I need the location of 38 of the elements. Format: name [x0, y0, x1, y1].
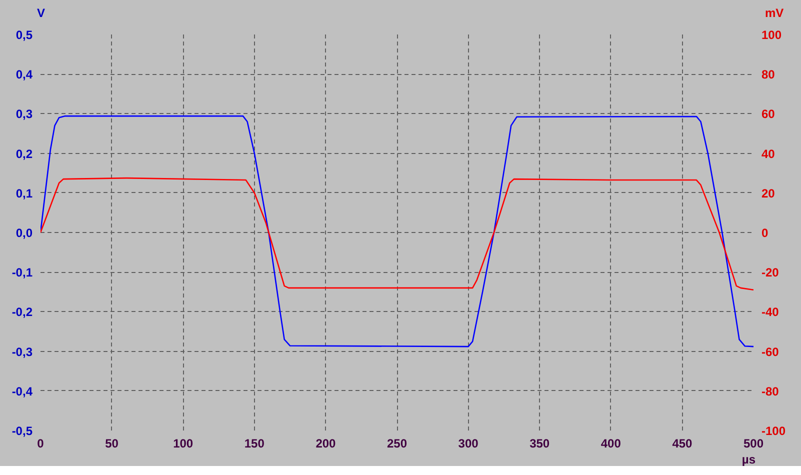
line-series — [40, 115, 754, 348]
x-tick-label: 300 — [458, 436, 479, 450]
y2-tick-label: -40 — [762, 305, 780, 320]
y-tick-label: -0,4 — [12, 384, 33, 398]
y-tick-label: 0,5 — [16, 28, 33, 42]
x-axis-title: µs — [742, 452, 756, 466]
x-tick-label: 0 — [37, 436, 44, 450]
y-axis-title: V — [36, 5, 45, 22]
y2-axis-title: mV — [765, 5, 784, 22]
y2-tick-label: 0 — [762, 226, 768, 240]
y2-tick-label: 40 — [762, 146, 776, 161]
x-tick-label: 500 — [743, 436, 764, 450]
y-tick-label: 0,3 — [16, 107, 33, 122]
x-tick-label: 150 — [244, 436, 265, 450]
y2-tick-label: 60 — [762, 107, 776, 122]
line-series — [40, 177, 754, 291]
y2-tick-label: 80 — [762, 68, 776, 82]
y2-tick-label: -80 — [762, 384, 780, 398]
y-tick-label: -0,5 — [12, 424, 33, 438]
y-tick-label: 0,1 — [16, 186, 33, 200]
y-tick-label: -0,1 — [12, 266, 33, 280]
y-tick-label: 0,2 — [16, 146, 33, 161]
y2-tick-label: -60 — [762, 344, 780, 359]
x-tick-label: 450 — [672, 436, 693, 450]
y-tick-label: -0,3 — [12, 344, 33, 359]
x-tick-label: 400 — [600, 436, 622, 450]
y2-tick-label: 100 — [762, 28, 782, 42]
x-tick-label: 250 — [386, 436, 408, 450]
x-tick-label: 200 — [316, 436, 336, 450]
x-tick-label: 100 — [173, 436, 194, 450]
y2-tick-label: -100 — [762, 424, 786, 438]
y-tick-label: -0,2 — [12, 305, 33, 320]
x-tick-label: 50 — [105, 436, 119, 450]
y2-tick-label: -20 — [762, 266, 780, 280]
y2-tick-label: 20 — [762, 186, 776, 200]
y-tick-label: 0,0 — [16, 226, 33, 240]
y-tick-label: 0,4 — [16, 68, 33, 82]
x-tick-label: 350 — [530, 436, 550, 450]
